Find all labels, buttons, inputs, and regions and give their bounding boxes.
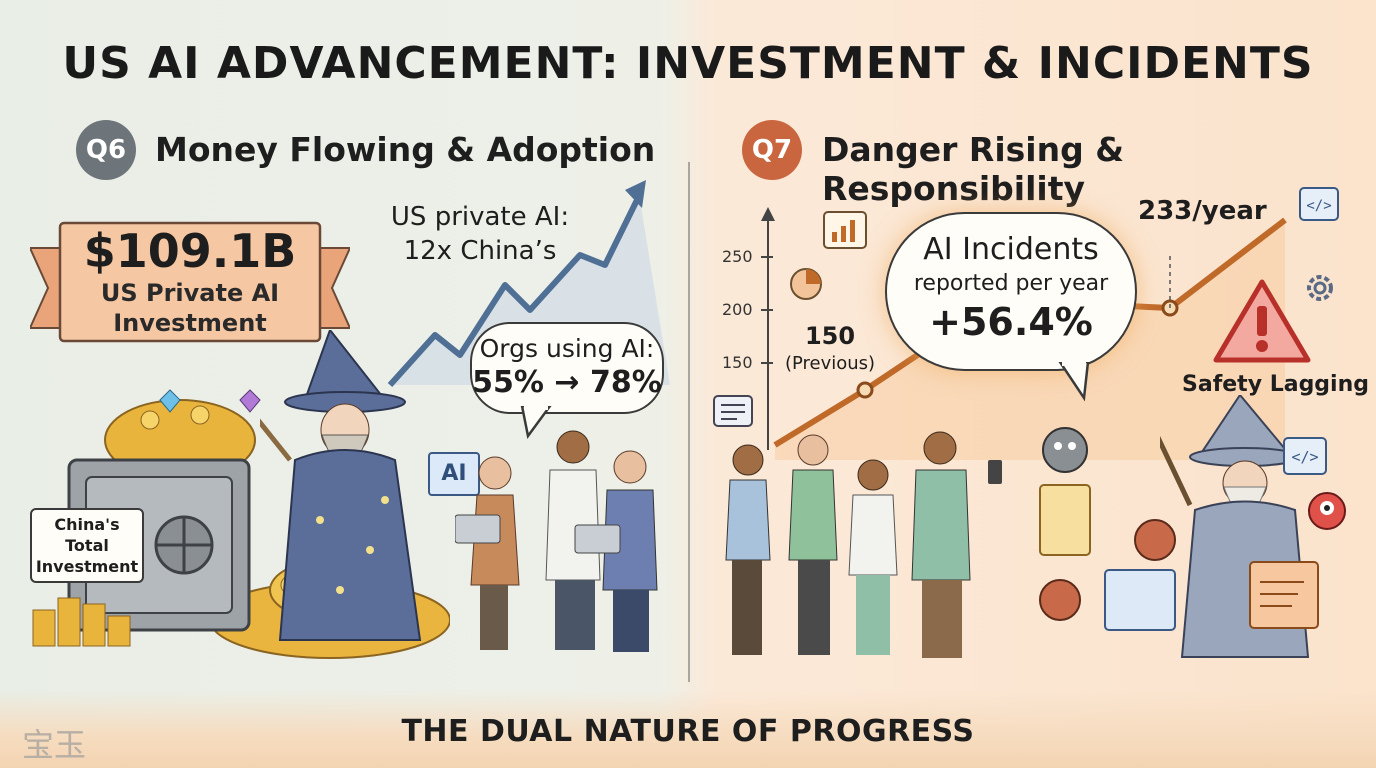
watermark: 宝玉 (22, 726, 87, 764)
investment-line1: US Private AI (100, 279, 280, 307)
terminal-window-icon (1249, 561, 1319, 629)
svg-text:</>: </> (1306, 198, 1331, 214)
svg-text:</>: </> (1291, 448, 1318, 466)
incidents-line2: reported per year (913, 271, 1109, 296)
safety-lagging-label: Safety Lagging (1182, 372, 1370, 397)
orgs-bubble-tail (520, 406, 552, 440)
incidents-line1: AI Incidents (923, 232, 1099, 267)
warning-icon (1213, 279, 1311, 363)
footer-band (0, 690, 1376, 768)
investment-banner: $109.1B US Private AI Investment (60, 224, 320, 338)
china-line1: China's Total (54, 515, 120, 555)
orgs-bubble: Orgs using AI: 55% → 78% (470, 322, 664, 414)
previous-label: 150 (Previous) (780, 322, 880, 378)
q6-badge: Q6 (76, 120, 136, 180)
incidents-bubble-tail (1058, 362, 1090, 402)
wizard-icon (260, 330, 422, 641)
coin-stacks-icon (32, 597, 131, 647)
incidents-change: +56.4% (929, 300, 1093, 344)
growth-line2: 12x China’s (403, 236, 557, 266)
tick-150: 150 (722, 353, 753, 372)
code-window-icon: </> (1283, 437, 1327, 475)
orgs-line1: Orgs using AI: (479, 334, 655, 363)
pie-chart-icon (790, 268, 822, 300)
previous-note: (Previous) (784, 353, 876, 374)
tick-250: 250 (722, 247, 753, 266)
investment-value: $109.1B (83, 224, 297, 278)
q7-badge: Q7 (742, 120, 802, 180)
q6-heading: Money Flowing & Adoption (155, 130, 656, 169)
previous-value: 150 (804, 322, 856, 350)
growth-line1: US private AI: (390, 202, 570, 232)
office-workers-icon (455, 430, 658, 652)
incidents-bubble: AI Incidents reported per year +56.4% (885, 212, 1137, 371)
ribbon-banner (30, 221, 350, 343)
bar-chart-icon (823, 211, 867, 249)
china-line2: Investment (35, 557, 139, 576)
footer-title: THE DUAL NATURE OF PROGRESS (401, 714, 975, 749)
gear-icon (1307, 275, 1333, 301)
investment-line2: Investment (113, 309, 267, 337)
china-investment-label: China's Total Investment (30, 508, 144, 583)
orgs-line2: 55% → 78% (472, 365, 662, 400)
tick-200: 200 (722, 300, 753, 319)
code-icon: </> (1299, 187, 1339, 221)
document-icon (713, 395, 753, 427)
incident-chart-axis (761, 207, 775, 450)
growth-callout: US private AI: 12x China’s (385, 200, 575, 268)
q7-heading: Danger Rising & Responsibility (822, 130, 1124, 208)
current-rate-label: 233/year (1138, 196, 1267, 226)
bug-monsters-icon (1039, 427, 1176, 631)
divider (688, 162, 690, 682)
page-title: US AI ADVANCEMENT: INVESTMENT & INCIDENT… (62, 38, 1314, 89)
red-bug-icon (1308, 492, 1346, 530)
users-with-phones-icon (725, 431, 1002, 658)
